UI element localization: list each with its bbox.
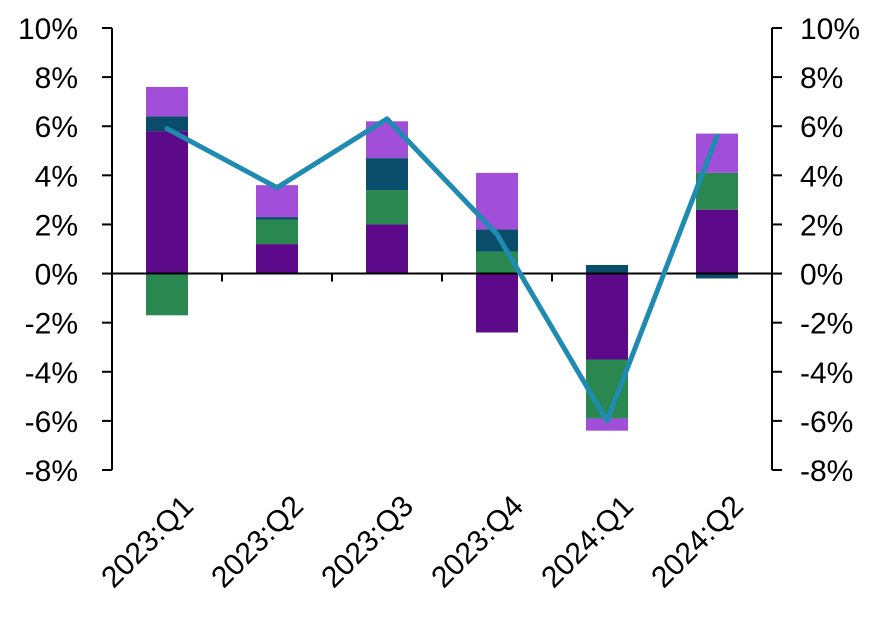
bar-segment-s4-2023:Q2 (256, 185, 298, 218)
left-tick-label: 0% (35, 259, 78, 292)
bar-segment-s3-2024:Q2 (696, 273, 738, 279)
right-tick-label: 2% (800, 209, 843, 242)
left-tick-label: -4% (25, 357, 78, 390)
category-label-2023:Q2: 2023:Q2 (205, 490, 310, 595)
right-tick-label: 6% (800, 111, 843, 144)
bar-segment-s3-2023:Q1 (146, 116, 188, 132)
bar-segment-s2-2023:Q3 (366, 190, 408, 225)
bar-segment-s1-2023:Q1 (146, 131, 188, 274)
bar-segment-s1-2023:Q4 (476, 273, 518, 333)
bar-segment-s2-2023:Q1 (146, 273, 188, 316)
right-axis-ticks: 10% 8% 6% 4% 2% 0% -2% -4% -6% -8% (772, 13, 860, 488)
right-tick-label: 4% (800, 160, 843, 193)
bar-segment-s1-2024:Q1 (586, 273, 628, 360)
right-tick-label: 10% (800, 13, 860, 46)
category-label-2023:Q1: 2023:Q1 (95, 490, 200, 595)
category-label-2024:Q2: 2024:Q2 (645, 490, 750, 595)
right-tick-label: 8% (800, 62, 843, 95)
left-tick-label: 8% (35, 62, 78, 95)
right-tick-label: -6% (800, 406, 853, 439)
bar-segment-s3-2023:Q4 (476, 229, 518, 252)
category-label-2023:Q3: 2023:Q3 (315, 490, 420, 595)
bar-segment-s3-2023:Q2 (256, 217, 298, 220)
bars-layer (146, 86, 738, 431)
bar-segment-s3-2024:Q1 (586, 264, 628, 274)
left-tick-label: 4% (35, 160, 78, 193)
category-label-2023:Q4: 2023:Q4 (425, 490, 530, 595)
category-label-2024:Q1: 2024:Q1 (535, 490, 640, 595)
left-axis-ticks: 10% 8% 6% 4% 2% 0% -2% -4% -6% -8% (18, 13, 112, 488)
bar-segment-s1-2023:Q2 (256, 244, 298, 274)
left-tick-label: -8% (25, 455, 78, 488)
left-tick-label: 2% (35, 209, 78, 242)
bar-segment-s1-2024:Q2 (696, 209, 738, 274)
left-tick-label: 10% (18, 13, 78, 46)
left-tick-label: -6% (25, 406, 78, 439)
bar-segment-s2-2023:Q2 (256, 219, 298, 245)
right-tick-label: 0% (800, 259, 843, 292)
bar-segment-s4-2023:Q1 (146, 86, 188, 117)
bar-segment-s4-2024:Q1 (586, 418, 628, 431)
line-layer (164, 116, 720, 424)
right-tick-label: -8% (800, 455, 853, 488)
right-tick-label: -4% (800, 357, 853, 390)
bar-segment-s3-2023:Q3 (366, 158, 408, 191)
right-tick-label: -2% (800, 308, 853, 341)
left-tick-label: -2% (25, 308, 78, 341)
category-labels: 2023:Q1 2023:Q2 2023:Q3 2023:Q4 2024:Q1 2024:… (95, 490, 750, 595)
bar-segment-s1-2023:Q3 (366, 224, 408, 274)
left-tick-label: 6% (35, 111, 78, 144)
line-series-1 (164, 116, 720, 424)
